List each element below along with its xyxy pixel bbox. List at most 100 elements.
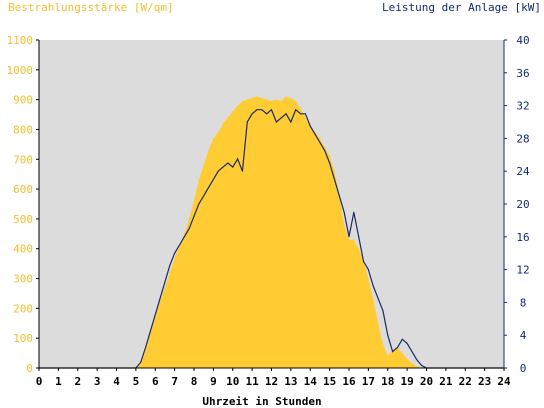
x-tick-label: 0 (36, 375, 43, 388)
power-point (227, 162, 229, 164)
irradiance-point (164, 286, 166, 289)
irradiance-point (285, 96, 287, 98)
power-point (140, 361, 142, 363)
power-point (324, 150, 326, 152)
irradiance-point (280, 100, 282, 102)
right-tick-label: 36 (516, 67, 529, 80)
irradiance-point (207, 149, 210, 151)
power-point (401, 338, 403, 340)
irradiance-point (198, 179, 200, 181)
power-point (169, 265, 171, 266)
right-tick-label: 8 (520, 296, 527, 309)
power-point (193, 215, 195, 217)
irradiance-point (241, 100, 244, 102)
irradiance-point (377, 322, 379, 324)
irradiance-point (227, 116, 229, 119)
power-line-group (38, 108, 505, 369)
irradiance-point (367, 277, 369, 280)
irradiance-point (212, 137, 214, 139)
x-tick-label: 17 (362, 375, 375, 388)
x-tick-label: 15 (323, 375, 336, 388)
irradiance-point (348, 239, 350, 241)
left-tick-label: 0 (26, 362, 33, 375)
irradiance-point (266, 99, 268, 101)
power-point (295, 109, 297, 111)
irradiance-point (358, 248, 360, 250)
power-point (392, 351, 394, 353)
left-tick-label: 900 (13, 94, 33, 107)
x-tick-label: 1 (55, 375, 62, 388)
power-point (261, 109, 263, 111)
left-axis-title: Bestrahlungsstärke [W/qm] (8, 1, 174, 14)
power-point (266, 113, 268, 115)
power-point (271, 109, 272, 111)
power-line (39, 108, 504, 369)
power-point (411, 351, 413, 353)
power-point (304, 113, 306, 115)
left-tick-label: 400 (13, 243, 33, 256)
irradiance-point (236, 105, 239, 107)
irradiance-point (304, 116, 307, 119)
power-point (382, 310, 384, 312)
ticks-group: 0100200300400500600700800900100011000481… (7, 34, 530, 388)
left-tick-label: 100 (13, 332, 33, 345)
x-tick-label: 2 (74, 375, 81, 388)
power-point (188, 228, 190, 230)
power-point (363, 260, 365, 262)
right-tick-label: 28 (516, 132, 529, 145)
irradiance-point (290, 97, 292, 99)
irradiance-point (372, 298, 374, 301)
irradiance-point (333, 170, 336, 172)
power-point (198, 203, 200, 205)
power-point (353, 211, 355, 213)
irradiance-point (188, 218, 190, 220)
left-tick-label: 700 (13, 153, 33, 166)
irradiance-point (270, 100, 273, 102)
irradiance-point (217, 131, 219, 134)
x-tick-label: 12 (265, 375, 278, 388)
irradiance-point (183, 233, 185, 235)
power-point (237, 158, 239, 160)
power-point (421, 365, 423, 367)
x-tick-label: 18 (381, 375, 394, 388)
power-point (164, 281, 166, 283)
x-tick-label: 3 (94, 375, 101, 388)
x-tick-label: 11 (246, 375, 260, 388)
x-tick-label: 4 (113, 375, 120, 388)
x-tick-label: 20 (420, 375, 433, 388)
power-point (222, 166, 224, 168)
power-point (309, 125, 311, 127)
left-tick-label: 1100 (7, 34, 34, 47)
left-tick-label: 1000 (7, 64, 34, 77)
power-point (348, 236, 350, 238)
x-tick-label: 21 (439, 375, 453, 388)
irradiance-point (261, 97, 263, 99)
right-tick-label: 12 (516, 264, 529, 277)
x-tick-label: 14 (304, 375, 318, 388)
power-point (241, 170, 243, 172)
irradiance-point (382, 343, 384, 345)
x-tick-label: 16 (342, 375, 356, 388)
x-tick-label: 7 (171, 375, 178, 388)
irradiance-point (169, 271, 171, 274)
right-tick-label: 0 (520, 362, 527, 375)
power-point (203, 195, 205, 197)
left-tick-label: 300 (13, 273, 33, 286)
power-point (367, 269, 369, 271)
power-point (314, 133, 316, 135)
power-point (275, 121, 277, 123)
irradiance-point (387, 355, 389, 357)
power-point (358, 236, 360, 238)
right-tick-label: 20 (516, 198, 529, 211)
power-point (280, 117, 282, 119)
x-tick-label: 13 (284, 375, 297, 388)
power-point (285, 113, 287, 115)
power-point (217, 170, 219, 172)
x-axis-title: Uhrzeit in Stunden (202, 395, 321, 408)
irradiance-point (416, 365, 418, 368)
irradiance-point (174, 257, 176, 259)
power-point (232, 166, 234, 168)
power-point (343, 211, 345, 213)
left-tick-label: 600 (13, 183, 33, 196)
